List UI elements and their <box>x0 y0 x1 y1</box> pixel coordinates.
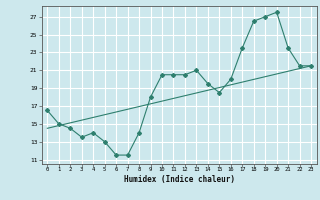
X-axis label: Humidex (Indice chaleur): Humidex (Indice chaleur) <box>124 175 235 184</box>
